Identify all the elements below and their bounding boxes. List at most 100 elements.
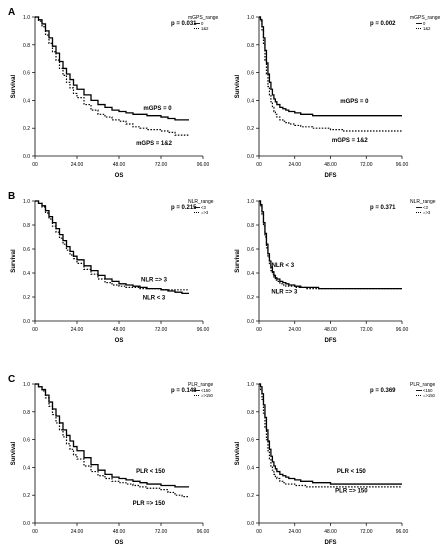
legend-entry: =>3 (423, 210, 431, 215)
x-tick-label: 72.00 (155, 327, 168, 333)
y-tick-label: 0.4 (23, 465, 30, 471)
panel-2: 0.0 0.2 0.4 0.6 0.8 1.0 00 24.00 48.00 72.00 96.00… (235, 15, 441, 179)
x-tick-label: 48.00 (113, 162, 126, 168)
legend-title: PLR_range (188, 382, 214, 388)
p-value: p = 0.031 (171, 21, 197, 27)
legend-entry: <150 (201, 388, 211, 393)
survival-curve-dotted (259, 200, 402, 290)
x-tick-label: 96.00 (396, 529, 409, 535)
y-tick-label: 0.4 (23, 271, 30, 277)
y-tick-label: 0.6 (247, 247, 254, 253)
legend: PLR_range<150=>150 (188, 382, 214, 398)
panel-letter: A (8, 7, 15, 18)
survival-curve-dotted (259, 383, 402, 488)
curve-label: PLR => 150 (335, 488, 368, 494)
panel-1: 0.0 0.2 0.4 0.6 0.8 1.0 00 24.00 48.00 72.00 96.00… (8, 7, 219, 179)
y-tick-label: 1.0 (247, 199, 254, 205)
legend-entry: <150 (423, 388, 433, 393)
x-tick-label: 72.00 (360, 162, 373, 168)
panel-letter: B (8, 191, 15, 202)
y-axis-label: Survival (11, 75, 17, 99)
legend-title: NLR_range (410, 199, 436, 205)
y-tick-label: 0.6 (23, 71, 30, 77)
x-tick-label: 24.00 (288, 529, 301, 535)
curve-label: mGPS = 0 (340, 99, 369, 105)
p-value: p = 0.148 (171, 388, 197, 394)
x-tick-label: 24.00 (288, 162, 301, 168)
p-value: p = 0.371 (370, 205, 396, 211)
y-tick-label: 0.2 (247, 126, 254, 132)
curve-label: NLR => 3 (141, 277, 168, 283)
y-tick-label: 0.4 (247, 465, 254, 471)
curve-label: PLR => 150 (133, 501, 166, 507)
y-tick-label: 0.0 (23, 319, 30, 325)
legend-title: mGPS_range (410, 15, 441, 21)
x-tick-label: 00 (256, 327, 262, 333)
y-tick-label: 0.0 (247, 319, 254, 325)
y-tick-label: 0.0 (247, 521, 254, 527)
y-tick-label: 0.2 (247, 295, 254, 301)
x-axis-label: DFS (325, 338, 337, 344)
legend-title: NLR_range (188, 199, 214, 205)
panel-3: 0.0 0.2 0.4 0.6 0.8 1.0 00 24.00 48.00 72.00 96.00… (8, 191, 214, 344)
y-tick-label: 0.6 (23, 247, 30, 253)
y-tick-label: 0.8 (247, 223, 254, 229)
y-axis-label: Survival (235, 442, 241, 466)
y-axis-label: Survival (235, 75, 241, 99)
y-tick-label: 0.8 (247, 43, 254, 49)
x-tick-label: 72.00 (360, 327, 373, 333)
y-axis-label: Survival (235, 249, 241, 273)
x-tick-label: 96.00 (396, 327, 409, 333)
x-tick-label: 48.00 (324, 162, 337, 168)
x-axis-label: OS (115, 338, 124, 344)
y-tick-label: 0.8 (247, 410, 254, 416)
y-tick-label: 0.2 (23, 295, 30, 301)
curve-label: NLR < 3 (272, 263, 295, 269)
legend-entry: 0 (201, 21, 204, 26)
survival-curve-dotted (35, 383, 189, 498)
y-tick-label: 0.8 (23, 410, 30, 416)
curve-label: mGPS = 1&2 (136, 141, 173, 147)
x-tick-label: 24.00 (71, 529, 84, 535)
x-tick-label: 24.00 (71, 327, 84, 333)
y-tick-label: 1.0 (247, 382, 254, 388)
x-tick-label: 96.00 (396, 162, 409, 168)
survival-curve-solid (35, 200, 189, 295)
x-tick-label: 96.00 (197, 162, 210, 168)
p-value: p = 0.002 (370, 21, 396, 27)
curve-label: mGPS = 0 (143, 106, 172, 112)
survival-curve-dotted (35, 16, 189, 136)
legend-entry: <3 (201, 205, 206, 210)
x-tick-label: 00 (256, 529, 262, 535)
y-tick-label: 0.0 (23, 154, 30, 160)
legend-title: PLR_range (410, 382, 436, 388)
panel-5: 0.0 0.2 0.4 0.6 0.8 1.0 00 24.00 48.00 72.00 96.00… (8, 374, 214, 546)
panel-4: 0.0 0.2 0.4 0.6 0.8 1.0 00 24.00 48.00 72.00 96.00… (235, 199, 436, 344)
y-tick-label: 0.6 (23, 438, 30, 444)
y-tick-label: 1.0 (23, 382, 30, 388)
y-axis-label: Survival (11, 442, 17, 466)
x-tick-label: 48.00 (113, 529, 126, 535)
x-tick-label: 00 (256, 162, 262, 168)
legend: NLR_range<3=>3 (188, 199, 214, 215)
legend-entry: 0 (423, 21, 426, 26)
curve-label: NLR < 3 (143, 295, 166, 301)
survival-curve-solid (259, 16, 402, 117)
legend-entry: 1&2 (201, 26, 209, 31)
curve-label: PLR < 150 (136, 469, 166, 475)
survival-curve-dotted (259, 16, 402, 132)
survival-curve-solid (35, 16, 189, 121)
x-tick-label: 96.00 (197, 529, 210, 535)
x-tick-label: 24.00 (71, 162, 84, 168)
y-tick-label: 0.0 (247, 154, 254, 160)
y-tick-label: 1.0 (247, 15, 254, 21)
x-tick-label: 72.00 (155, 529, 168, 535)
panel-6: 0.0 0.2 0.4 0.6 0.8 1.0 00 24.00 48.00 72.00 96.00… (235, 382, 436, 546)
legend-entry: <3 (423, 205, 428, 210)
curve-label: PLR < 150 (337, 469, 367, 475)
x-tick-label: 00 (32, 162, 38, 168)
survival-curve-dotted (35, 200, 189, 291)
y-tick-label: 0.2 (23, 126, 30, 132)
